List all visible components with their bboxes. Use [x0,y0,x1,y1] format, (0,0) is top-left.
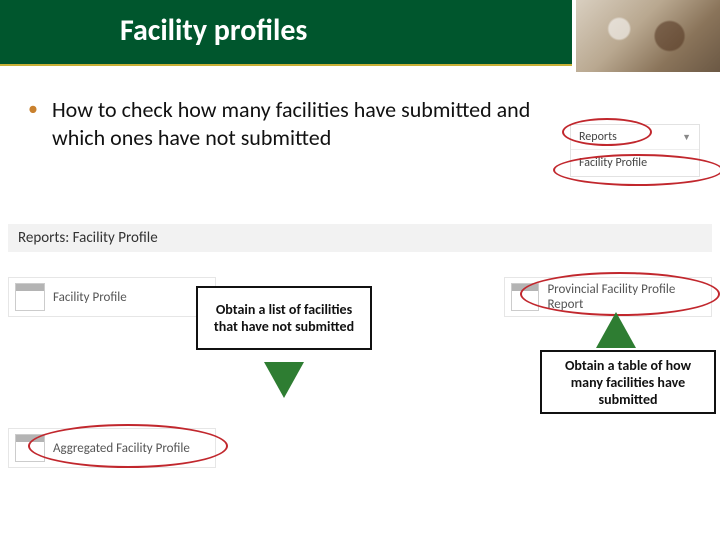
highlight-ellipse-reports [562,118,652,146]
arrow-up-icon [596,312,636,348]
window-icon [15,283,45,311]
callout-submitted-table-text: Obtain a table of how many facilities ha… [552,357,704,408]
bullet-marker-icon: • [28,96,38,122]
chevron-down-icon: ▼ [682,132,691,143]
callout-submitted-table: Obtain a table of how many facilities ha… [540,350,716,414]
bullet-text: How to check how many facilities have su… [52,96,568,152]
header-underline [0,64,572,66]
highlight-ellipse-aggregated [28,424,228,468]
report-title-bar: Reports: Facility Profile [8,224,712,252]
header-photo [572,0,720,72]
highlight-ellipse-facility-profile [553,154,720,186]
highlight-ellipse-provincial [520,272,720,316]
report-title-text: Reports: Facility Profile [18,229,158,247]
arrow-down-icon [264,362,304,398]
tile-facility-profile[interactable]: Facility Profile [8,277,216,317]
tile-facility-profile-label: Facility Profile [53,290,127,305]
bullet-row: • How to check how many facilities have … [28,96,568,152]
callout-not-submitted-text: Obtain a list of facilities that have no… [208,301,360,335]
slide-title: Facility profiles [120,12,307,49]
callout-not-submitted: Obtain a list of facilities that have no… [196,286,372,350]
